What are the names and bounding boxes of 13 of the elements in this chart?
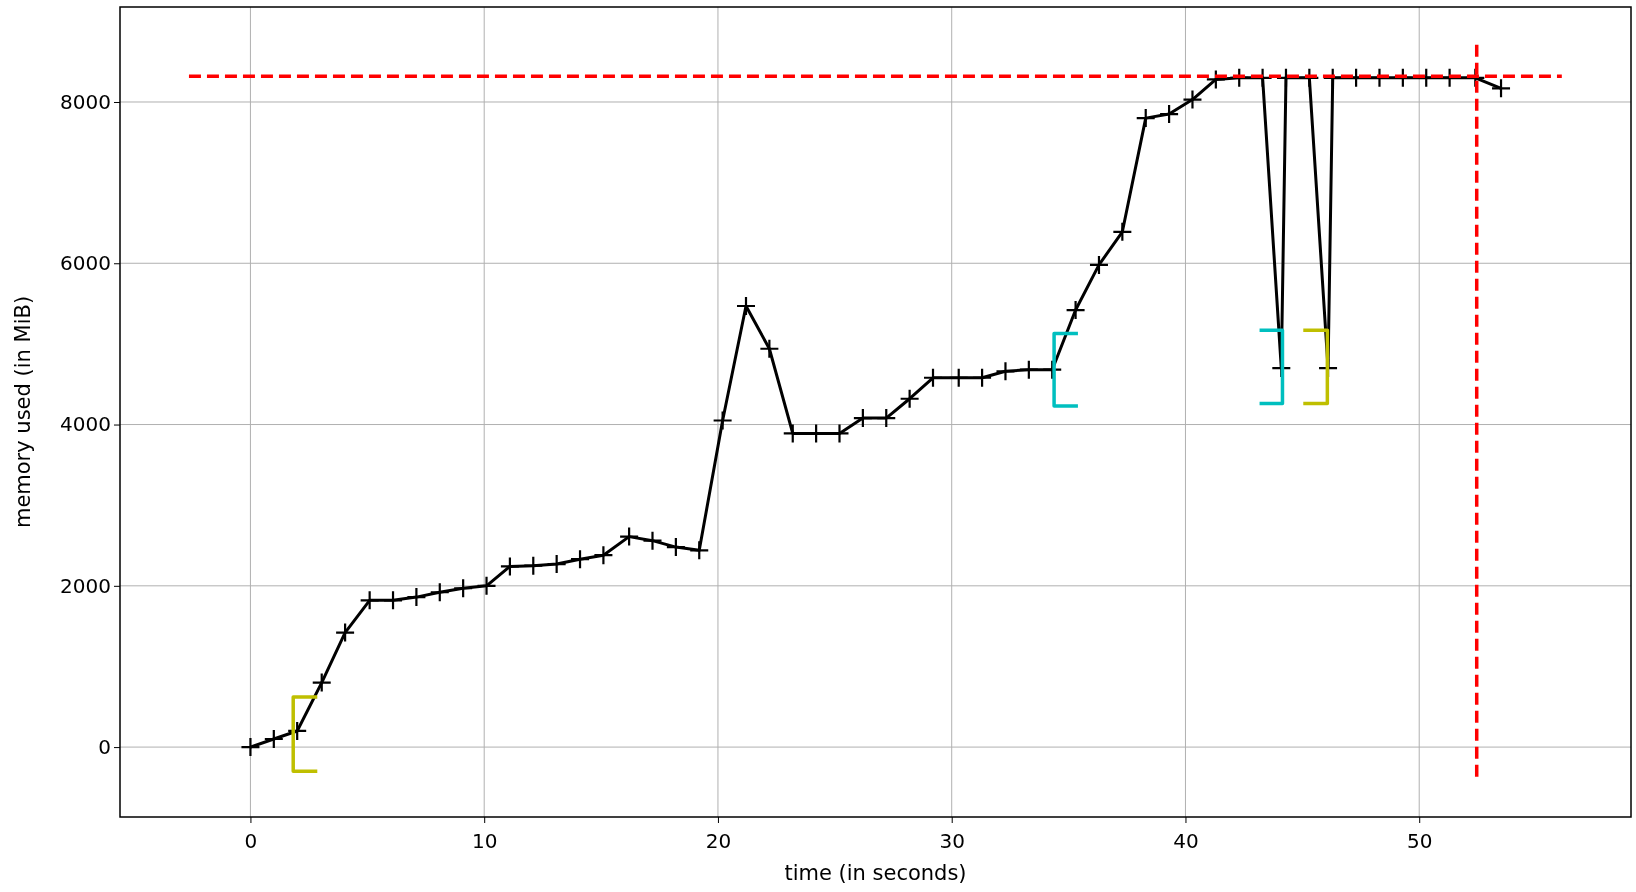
x-tick-label: 0 — [244, 829, 258, 853]
y-tick-label: 6000 — [60, 251, 111, 276]
x-tick-label: 20 — [705, 829, 732, 853]
y-tick-label: 8000 — [60, 89, 111, 114]
y-tick-label: 0 — [98, 734, 111, 759]
y-tick-label: 4000 — [60, 412, 111, 437]
y-tick-label: 2000 — [60, 573, 111, 598]
x-tick-label: 50 — [1406, 829, 1433, 853]
x-tick-label: 10 — [471, 829, 498, 853]
x-axis-title: time (in seconds) — [784, 861, 967, 885]
x-tick-label: 30 — [939, 829, 965, 853]
x-tick-label: 40 — [1173, 829, 1199, 853]
y-axis-title: memory used (in MiB) — [11, 295, 35, 529]
